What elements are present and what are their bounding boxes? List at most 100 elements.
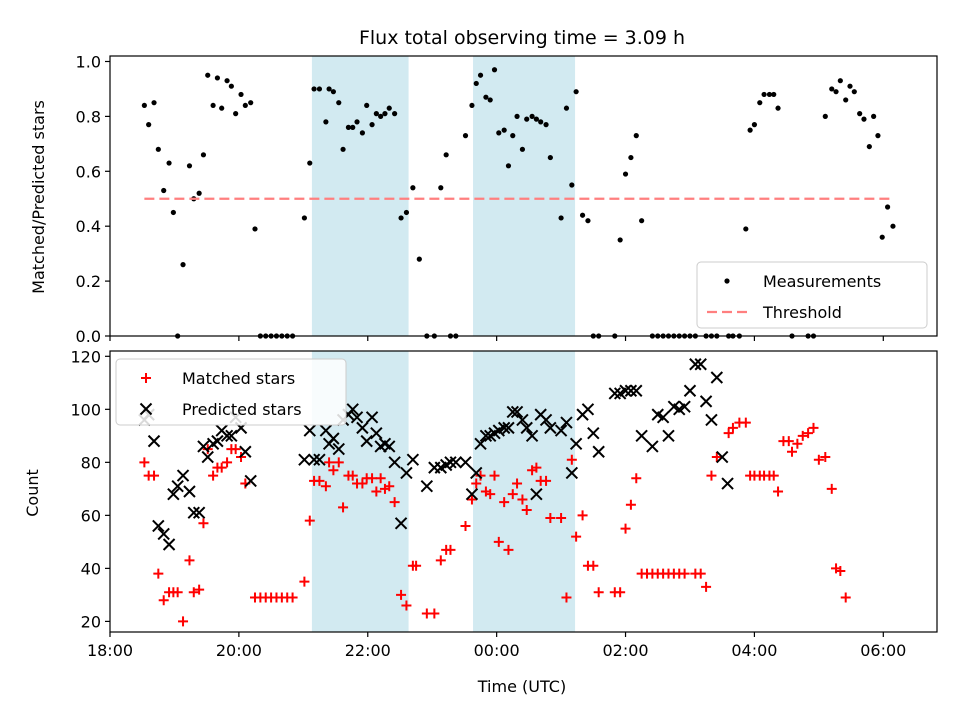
predicted-star-point [530, 487, 543, 501]
predicted-star-point [506, 405, 519, 419]
x-axis-label: Time (UTC) [477, 677, 566, 696]
predicted-star-point [192, 506, 206, 519]
matched-star-point [820, 452, 831, 463]
predicted-star-point [474, 437, 487, 450]
predicted-star-point [152, 519, 165, 533]
predicted-star-point [360, 434, 373, 448]
predicted-star-point [197, 440, 210, 453]
measurement-point [301, 215, 307, 221]
measurement-point [214, 75, 221, 81]
measurement-point [514, 113, 520, 119]
predicted-star-point [406, 453, 420, 466]
measurement-point [336, 100, 342, 106]
y-tick-label: 100 [70, 400, 101, 419]
matched-star-point [577, 510, 588, 521]
matched-star-point [588, 560, 599, 571]
measurement-point [633, 133, 639, 139]
measurement-point [747, 127, 753, 133]
measurement-point [477, 72, 484, 78]
matched-star-point [194, 584, 205, 595]
matched-star-point [773, 486, 784, 497]
matched-star-point [723, 428, 734, 439]
measurement-point [323, 119, 329, 125]
predicted-star-point [587, 426, 600, 440]
matched-star-point [706, 470, 717, 481]
matched-star-point [357, 478, 368, 489]
measurement-point [151, 100, 157, 106]
predicted-star-point [147, 434, 161, 448]
matched-star-point [783, 436, 794, 447]
matched-star-point [384, 481, 395, 492]
measurement-point [563, 105, 570, 111]
predicted-star-point [157, 527, 170, 541]
matched-star-point [347, 470, 358, 481]
matched-star-point [561, 592, 572, 603]
matched-star-point [695, 568, 706, 579]
measurement-point [359, 130, 365, 136]
measurement-point [573, 89, 579, 95]
matched-star-point [503, 544, 514, 555]
measurement-point [861, 116, 867, 122]
predicted-star-point [167, 487, 180, 501]
predicted-star-point [539, 413, 553, 427]
measurement-point [469, 102, 475, 109]
measurement-point [617, 237, 623, 243]
measurement-point [224, 78, 230, 84]
measurement-point [871, 113, 877, 119]
y-tick-label: 60 [81, 506, 101, 525]
matched-star-point [460, 520, 471, 531]
measurement-point [416, 256, 422, 262]
measurement-point [392, 111, 398, 117]
matched-star-point [149, 470, 160, 481]
measurement-point [473, 80, 479, 87]
matched-star-point [466, 494, 477, 505]
matched-star-point [768, 470, 779, 481]
matched-star-point [222, 457, 233, 468]
measurement-point [519, 146, 526, 152]
matched-star-point [701, 581, 712, 592]
matched-star-point [304, 515, 315, 526]
measurement-point [501, 127, 507, 133]
legend-label: Predicted stars [182, 400, 302, 419]
predicted-star-point [162, 538, 176, 551]
predicted-star-point [560, 416, 573, 429]
predicted-star-point [346, 403, 359, 416]
predicted-star-point [683, 384, 697, 397]
matched-star-point [615, 587, 626, 598]
measurement-point [822, 113, 828, 119]
predicted-star-point [201, 450, 214, 464]
measurement-point [538, 119, 544, 125]
predicted-star-point [244, 474, 257, 488]
predicted-star-point [465, 487, 479, 501]
measurement-point [252, 226, 258, 232]
measurement-point [585, 218, 591, 224]
measurement-point [170, 209, 176, 216]
measurement-point [558, 215, 564, 221]
matched-star-point [485, 489, 496, 500]
x-tick-label: 22:00 [345, 641, 391, 660]
measurement-point [326, 86, 332, 92]
predicted-star-point [365, 411, 379, 424]
matched-star-point [625, 499, 636, 510]
matched-star-point [435, 555, 446, 566]
y-tick-label: 40 [81, 559, 101, 578]
predicted-star-point [225, 429, 238, 443]
predicted-star-point [662, 429, 675, 443]
measurement-point [462, 133, 469, 139]
measurement-point [311, 86, 317, 92]
predicted-star-point [554, 424, 568, 437]
measurement-point [161, 187, 167, 194]
measurement-point [639, 218, 645, 224]
predicted-star-point [656, 411, 670, 424]
predicted-star-point [239, 445, 252, 458]
top-y-axis-label: Matched/Predicted stars [29, 100, 48, 294]
measurement-point [890, 223, 896, 229]
measurement-point [743, 226, 749, 232]
measurement-point [533, 116, 539, 122]
axes-frame [109, 350, 938, 633]
measurement-point [350, 124, 356, 130]
matched-star-point [389, 497, 400, 508]
matched-star-point [679, 568, 690, 579]
matched-star-point [541, 475, 552, 486]
